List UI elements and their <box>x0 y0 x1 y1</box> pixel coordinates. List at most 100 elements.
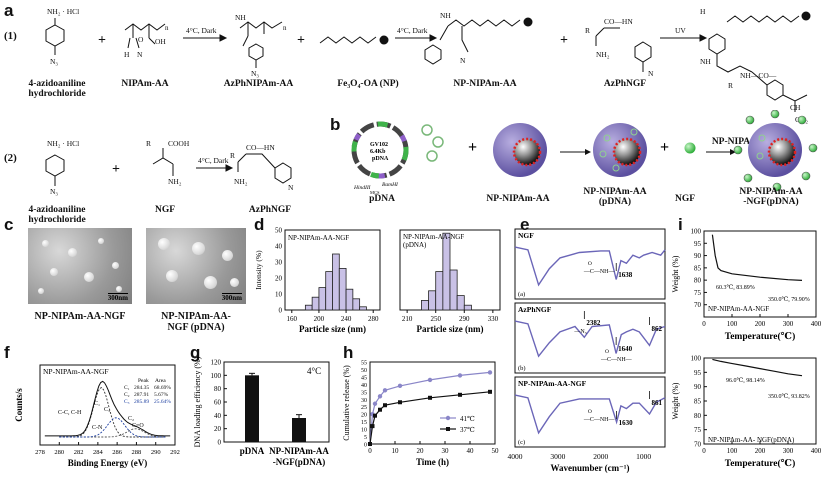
d-xtick-label: 330 <box>488 315 499 323</box>
panel-letter-h: h <box>343 343 354 362</box>
f-xtick-label: 284 <box>93 449 104 456</box>
e-spectrum <box>514 320 666 358</box>
g-bar <box>245 375 259 442</box>
svg-text:N: N <box>137 50 143 59</box>
svg-text:N₃: N₃ <box>251 69 259 78</box>
e-peak-label: 862 <box>651 325 662 333</box>
i-xtick-label: 400 <box>811 447 822 455</box>
label-np-nipam: NP-NIPAm-AA <box>453 79 517 89</box>
panel-letter-f: f <box>4 343 10 362</box>
i-frame <box>703 357 817 445</box>
label-b-final: NP-NIPAm-AA -NGF(pDNA) <box>739 187 803 207</box>
i-title: NP-NIPAm-AA- NGF(pDNA) <box>708 436 795 444</box>
d-xtick-label: 250 <box>430 315 441 323</box>
h-ytick-label: 55 <box>361 361 367 367</box>
e-tag: (b) <box>518 365 526 372</box>
f-annotation: C-C, C-H <box>58 410 82 416</box>
f-xtick-label: 288 <box>132 449 142 456</box>
svg-text:n: n <box>283 24 287 32</box>
g-ytick-label: 80 <box>214 385 222 393</box>
svg-text:HindIII: HindIII <box>353 185 372 191</box>
panel-letter-c: c <box>4 215 14 234</box>
f-xtick-label: 282 <box>74 449 84 456</box>
plasmid-diagram: GV102 6.4Kb pDNA HindIII BamHI MCS <box>351 121 409 195</box>
i-xtick-label: 300 <box>783 320 794 328</box>
d-bar <box>463 304 472 311</box>
np-nipam-particle <box>493 123 547 177</box>
h-point <box>383 403 387 408</box>
svg-text:+: + <box>297 33 305 48</box>
f-peak-pos: 287.91 <box>134 392 149 398</box>
h-point <box>373 413 377 418</box>
oleic-tail <box>319 36 377 44</box>
d-bar <box>325 271 333 311</box>
final-particle <box>733 110 818 192</box>
i-ytick-label: 95 <box>694 240 702 248</box>
chart-i2: 0 100 200 300 400 70 75 80 85 90 95 100 96.0℃, 98.14… <box>671 355 822 470</box>
d-ytick-label: 40 <box>275 243 283 251</box>
f-annotation: C₁ <box>94 401 100 407</box>
d-xtick-label: 290 <box>459 315 470 323</box>
i-ylabel: Weight (%) <box>671 382 680 419</box>
chart-g: 0 20 40 60 80 100 120 pDNA NP-NIPAm-AA-NGF(pDNA)… <box>193 356 330 467</box>
row2-number: (2) <box>4 152 17 164</box>
f-envelope <box>44 380 171 437</box>
f-peak-pos: 285.89 <box>134 399 149 405</box>
h-xtick-label: 40 <box>467 447 475 455</box>
np-pdna-particle <box>593 123 647 177</box>
cond-uv: UV <box>675 26 686 35</box>
h-point <box>398 400 402 405</box>
d-bar <box>442 232 451 311</box>
ngf-sphere <box>684 142 696 154</box>
d-xlabel: Particle size (nm) <box>299 324 366 334</box>
h-legend-marker <box>446 427 450 431</box>
svg-text:N₃: N₃ <box>50 187 58 196</box>
e-peak-label: 861 <box>652 399 663 407</box>
svg-text:NH₂ · HCl: NH₂ · HCl <box>47 139 79 148</box>
d-bar <box>359 306 367 311</box>
i-xlabel: Temperature(℃) <box>725 458 795 469</box>
label-b-np: NP-NIPAm-AA <box>486 194 550 204</box>
f-annotation: C₂ <box>128 416 134 422</box>
i-ytick-label: 75 <box>694 426 702 434</box>
e-xtick-label: 4000 <box>508 452 523 461</box>
e-frame <box>514 376 666 448</box>
h-ytick-label: 0 <box>364 443 367 449</box>
i-ytick-label: 90 <box>694 252 702 260</box>
i-annotation-1: 60.3℃, 83.89% <box>716 284 755 291</box>
f-annotation: C₃ <box>104 407 110 413</box>
svg-text:6.4Kb: 6.4Kb <box>370 149 386 155</box>
d-title-2: (pDNA) <box>403 241 427 249</box>
d-bar <box>318 287 327 311</box>
svg-text:MCS: MCS <box>370 190 380 195</box>
d-xtick-label: 240 <box>341 315 352 323</box>
svg-text:OH: OH <box>155 37 166 46</box>
g-category-label: NP-NIPAm-AA <box>269 446 329 456</box>
np-sphere <box>379 35 389 45</box>
g-ytick-label: 0 <box>218 439 222 447</box>
svg-text:NH: NH <box>235 13 246 22</box>
cond-dark-1: 4°C, Dark <box>186 26 217 35</box>
svg-text:R: R <box>585 26 590 35</box>
d-bar <box>338 268 347 311</box>
h-ytick-label: 30 <box>361 398 367 404</box>
label-reagent1: 4-azidoaniline hydrochloride <box>28 79 86 99</box>
f-xtick-label: 292 <box>170 449 180 456</box>
i-ytick-label: 70 <box>694 441 702 449</box>
sem-image-2: 300nm <box>146 228 246 304</box>
label-pdna: pDNA <box>369 194 395 204</box>
i-xtick-label: 400 <box>811 320 822 328</box>
svg-text:O: O <box>138 35 144 44</box>
h-point <box>378 407 382 412</box>
e-frame <box>514 228 666 300</box>
chart-i1: 0 100 200 300 400 70 75 80 85 90 95 100 60.3℃, 83.89… <box>671 228 822 343</box>
svg-text:+: + <box>660 139 669 156</box>
h-ytick-label: 50 <box>361 368 367 374</box>
e-peak-label: 1638 <box>618 271 633 279</box>
e-subplot-title: NP-NIPAm-AA-NGF <box>518 379 587 388</box>
g-ytick-label: 100 <box>211 372 222 380</box>
d-bar <box>311 296 320 311</box>
e-azide: —N₃ <box>573 329 586 335</box>
g-annotation: 4°C <box>307 366 321 376</box>
i-xtick-label: 200 <box>755 447 766 455</box>
